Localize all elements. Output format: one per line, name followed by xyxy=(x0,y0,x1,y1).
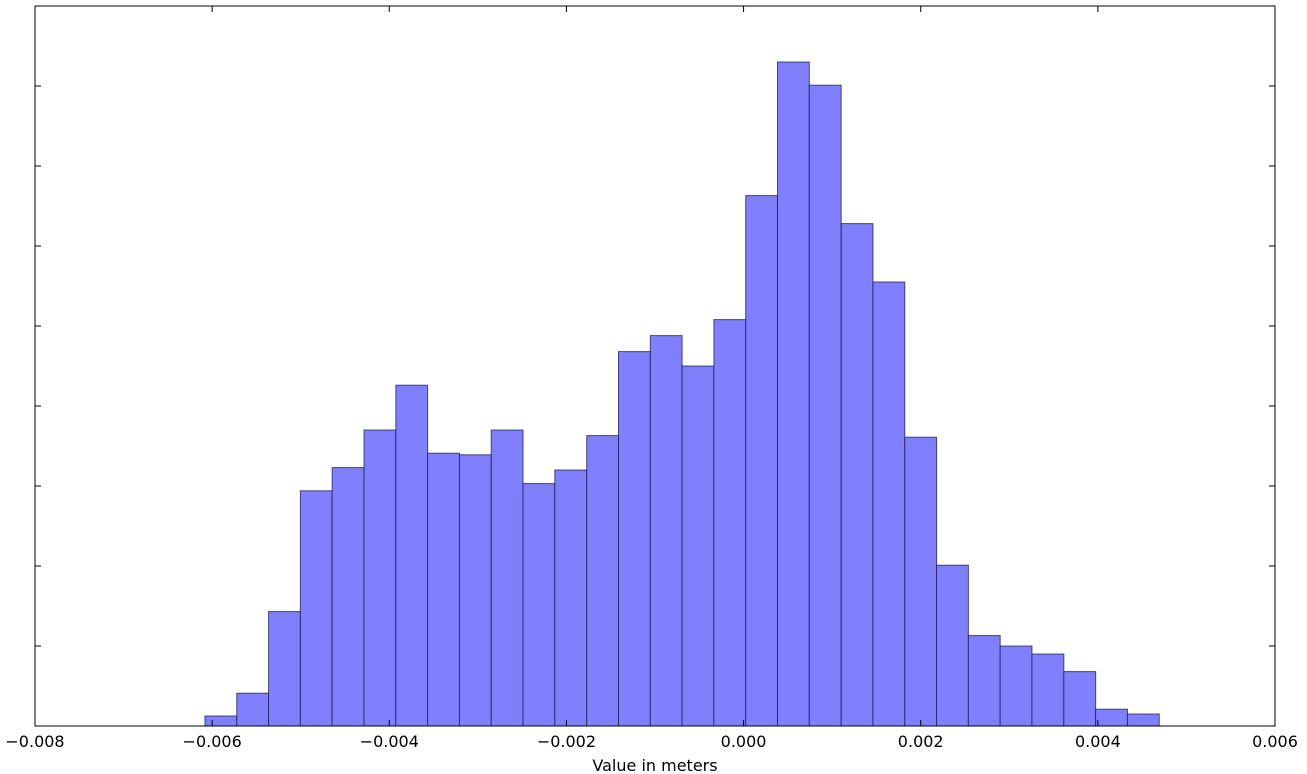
bar xyxy=(490,429,524,727)
bar xyxy=(1126,713,1160,727)
bar xyxy=(681,365,715,727)
x-axis-label: Value in meters xyxy=(592,756,717,774)
x-tick-label: 0.000 xyxy=(721,732,767,751)
bar xyxy=(618,351,651,727)
bar xyxy=(936,564,969,727)
x-tick-label: −0.002 xyxy=(537,732,596,751)
bar xyxy=(872,281,906,727)
bar xyxy=(458,454,492,727)
x-tick-label: 0.004 xyxy=(1075,732,1121,751)
plot-frame xyxy=(34,5,1276,727)
x-tick-label: −0.006 xyxy=(183,732,242,751)
x-tick-label: 0.006 xyxy=(1252,732,1298,751)
bar xyxy=(299,490,333,727)
bar xyxy=(840,223,874,727)
bar xyxy=(1063,671,1097,727)
bar xyxy=(967,635,1001,727)
bar xyxy=(268,611,301,727)
bar xyxy=(745,195,778,727)
bar xyxy=(808,84,842,727)
x-tick-label: 0.002 xyxy=(898,732,944,751)
bar xyxy=(904,436,938,727)
bar xyxy=(713,319,747,727)
bar xyxy=(1095,708,1128,727)
bar xyxy=(776,61,810,727)
x-tick-label: −0.008 xyxy=(5,732,64,751)
bar xyxy=(395,384,429,727)
bar xyxy=(204,715,238,727)
bar xyxy=(331,467,365,727)
bar xyxy=(236,692,270,727)
bar xyxy=(554,469,588,727)
bar xyxy=(1031,653,1065,727)
bar xyxy=(522,483,556,727)
bar xyxy=(363,429,397,727)
bar xyxy=(427,452,460,727)
bar xyxy=(649,335,683,727)
bar xyxy=(586,435,620,727)
bar xyxy=(999,645,1033,727)
x-tick-label: −0.004 xyxy=(360,732,419,751)
